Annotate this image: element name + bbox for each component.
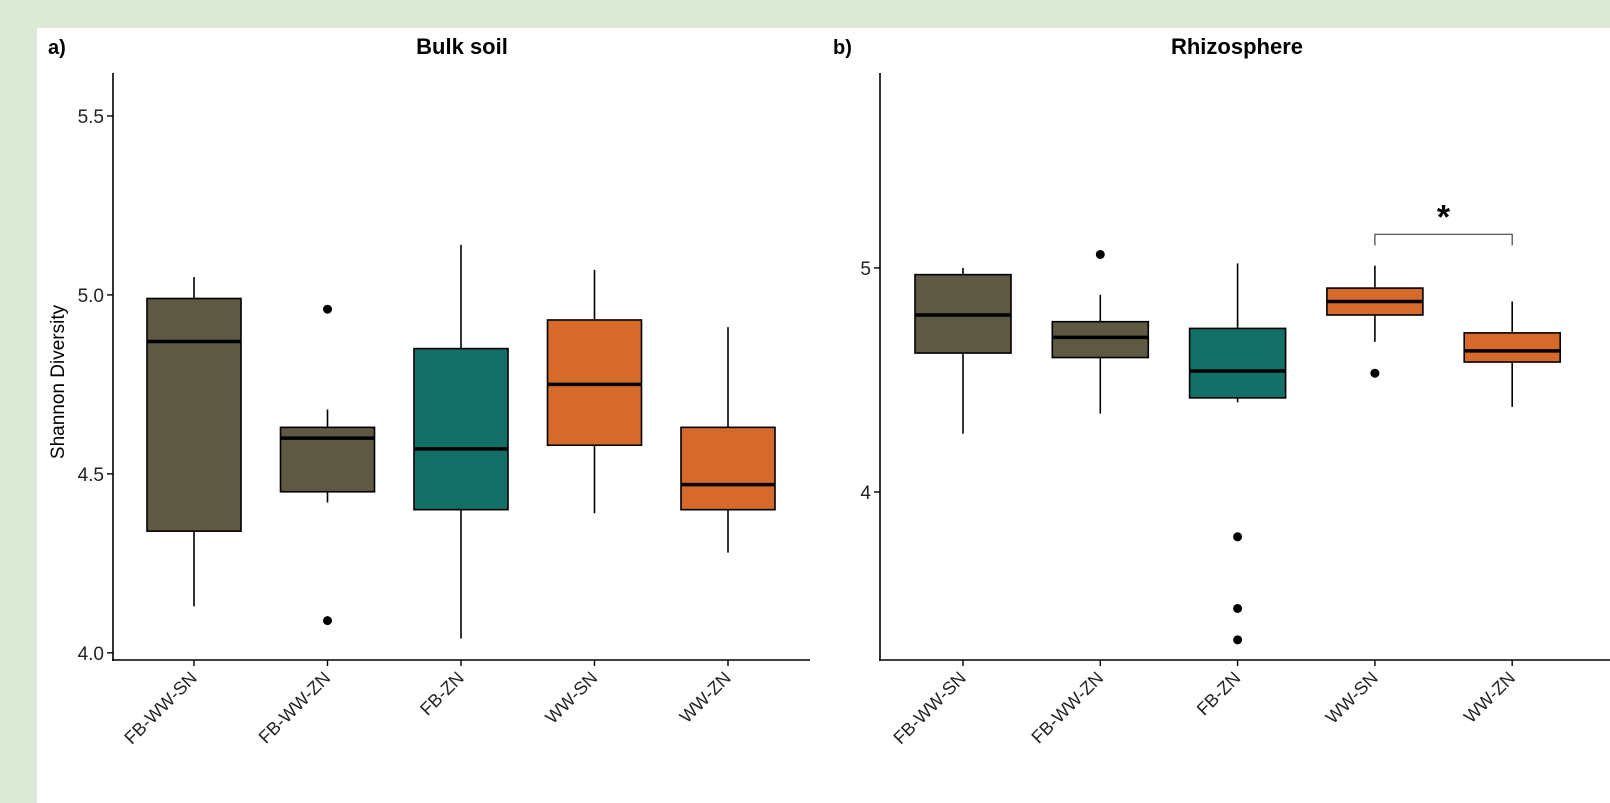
box-fb-ww-zn: [1051, 249, 1150, 414]
box-ww-zn: [680, 327, 776, 553]
panel-b-label: b): [833, 37, 852, 59]
boxplot-figure: a) Bulk soil Shannon Diversity 4.0 4.5 5.0…: [48, 34, 1610, 748]
panel-a: a) Bulk soil Shannon Diversity 4.0 4.5 5.0…: [48, 34, 810, 748]
significance-bracket: [1374, 233, 1513, 246]
panel-b-title: Rhizosphere: [1171, 34, 1303, 59]
box-ww-sn: [546, 269, 643, 514]
x-tick-label: FB-WW-SN: [889, 668, 969, 748]
box-fb-zn: [1188, 263, 1287, 645]
x-tick-label: WW-ZN: [1460, 668, 1519, 727]
panel-b-plot: 4 5 FB-WW-SN FB-WW-ZN FB-ZN WW-SN WW-ZN *: [860, 73, 1610, 748]
outlier-point: [323, 304, 332, 314]
y-tick-label: 5.0: [78, 286, 104, 307]
panel-b: b) Rhizosphere 4 5 FB-WW-SN FB-WW-ZN FB-ZN WW…: [833, 34, 1610, 748]
box-body: [1051, 320, 1150, 359]
outlier-point: [1370, 368, 1380, 378]
figure: a) Bulk soil Shannon Diversity 4.0 4.5 5.0…: [37, 28, 1610, 803]
y-tick-label: 4: [860, 483, 871, 504]
outlier-point: [1095, 249, 1105, 259]
significance-annotation: *: [1374, 198, 1513, 246]
panel-a-y-axis-label: Shannon Diversity: [48, 304, 69, 459]
box-body: [413, 347, 509, 511]
y-tick-label: 4.0: [78, 644, 104, 665]
x-tick-label: FB-ZN: [1193, 668, 1245, 720]
box-fb-ww-sn: [914, 267, 1012, 434]
box-body: [1463, 332, 1561, 363]
x-tick-label: WW-SN: [541, 668, 601, 728]
outlier-point: [1233, 635, 1243, 645]
box-fb-zn: [413, 244, 509, 639]
significance-star: *: [1437, 198, 1451, 236]
outlier-point: [1233, 603, 1243, 613]
outlier-point: [1233, 532, 1243, 542]
y-tick-label: 5: [860, 259, 871, 280]
box-ww-sn: [1326, 265, 1424, 378]
x-tick-label: FB-WW-ZN: [255, 668, 335, 748]
x-tick-label: WW-ZN: [676, 668, 735, 727]
x-tick-label: FB-WW-SN: [120, 668, 200, 748]
x-tick-label: FB-WW-ZN: [1027, 668, 1107, 748]
outlier-point: [323, 616, 332, 626]
box-ww-zn: [1463, 301, 1561, 407]
box-fb-ww-zn: [279, 304, 376, 626]
panel-a-plot: 4.0 4.5 5.0 5.5 FB-WW-SN FB-WW-ZN FB-ZN WW-SN WW…: [78, 73, 810, 748]
x-tick-label: WW-SN: [1322, 668, 1382, 728]
box-fb-ww-sn: [146, 277, 242, 607]
box-body: [146, 297, 242, 532]
box-body: [1188, 327, 1287, 399]
panel-a-label: a): [48, 37, 66, 59]
box-body: [680, 426, 776, 511]
x-tick-label: FB-ZN: [416, 668, 468, 720]
y-tick-label: 4.5: [78, 465, 104, 486]
y-tick-label: 5.5: [78, 107, 104, 128]
box-body: [546, 319, 643, 447]
panel-a-title: Bulk soil: [416, 34, 508, 59]
